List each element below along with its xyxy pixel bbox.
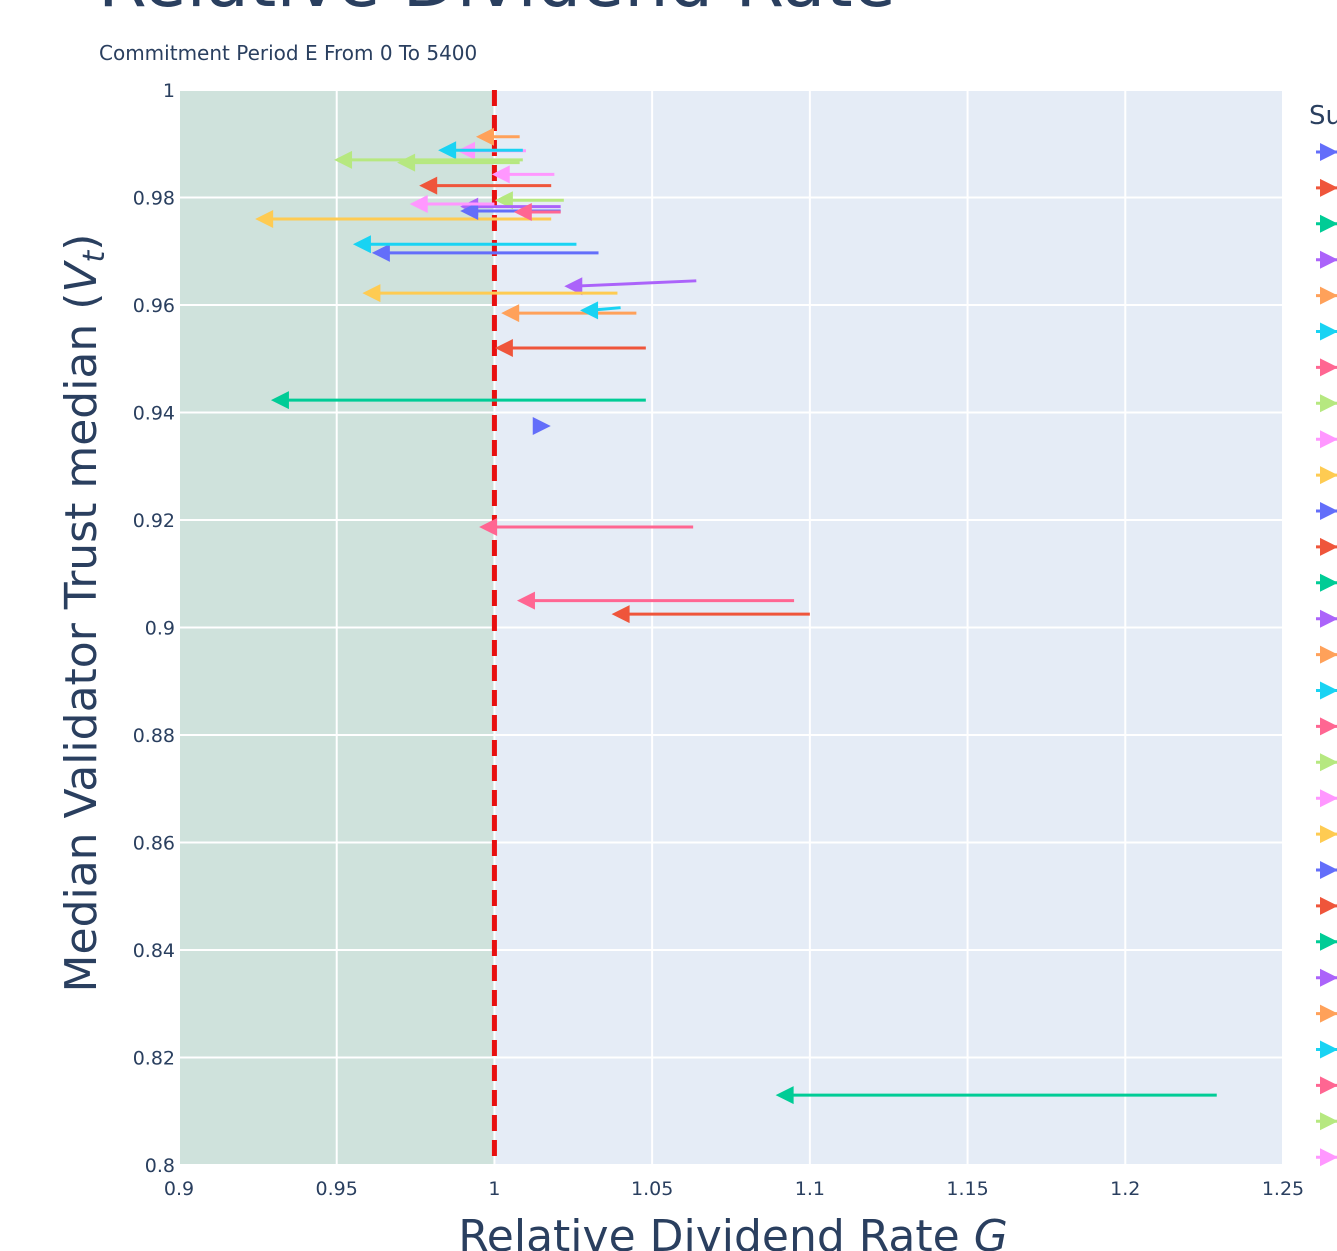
legend-marker-1 — [1320, 143, 1337, 161]
series-21-arrowhead — [460, 201, 479, 220]
y-tick-label: 0.82 — [133, 1048, 175, 1070]
series-2-arrowhead — [494, 339, 513, 357]
y-tick-label: 0.84 — [133, 940, 175, 962]
series-3-arrowhead — [270, 391, 289, 410]
legend-marker-26 — [1320, 1040, 1337, 1059]
series-22-arrowhead — [419, 176, 438, 195]
legend-marker-25 — [1320, 1004, 1337, 1023]
legend-marker-17 — [1320, 717, 1337, 736]
y-tick-label: 0.8 — [145, 1155, 175, 1177]
series-15-arrowhead — [475, 127, 494, 146]
legend-marker-20 — [1320, 825, 1337, 844]
legend-marker-15 — [1320, 645, 1337, 664]
legend-marker-6 — [1320, 322, 1337, 341]
y-tick-labels: 0.8 0.82 0.84 0.86 0.88 0.9 0.92 0.94 0.96 0.98 1 — [133, 80, 175, 1177]
y-axis-label-close: ) — [56, 234, 107, 251]
legend-marker-23 — [1320, 932, 1337, 951]
x-tick-label: 0.9 — [164, 1178, 194, 1200]
x-tick-label: 0.95 — [316, 1178, 358, 1200]
legend-marker-9 — [1320, 430, 1337, 449]
series-marks — [255, 127, 1217, 1105]
series-26-arrowhead — [438, 141, 457, 160]
legend-marker-7 — [1320, 358, 1337, 377]
y-tick-label: 0.92 — [133, 510, 175, 532]
legend-marker-16 — [1320, 681, 1337, 700]
y-axis-label-var: V — [56, 260, 107, 293]
y-tick-label: 0.86 — [133, 833, 175, 855]
legend-marker-24 — [1320, 968, 1337, 987]
x-tick-label: 1.2 — [1110, 1178, 1140, 1200]
series-29-arrowhead — [409, 194, 428, 213]
series-4-arrowhead — [564, 277, 583, 296]
legend-marker-19 — [1320, 789, 1337, 808]
legend-marker-10 — [1320, 466, 1337, 485]
y-axis-label: Median Validator Trust median (Vt) — [56, 234, 112, 993]
series-16-arrowhead — [352, 235, 371, 254]
legend-marker-11 — [1320, 502, 1337, 520]
y-tick-label: 0.9 — [145, 618, 175, 640]
series-10-arrowhead — [362, 284, 381, 303]
series-11-arrowhead — [371, 243, 390, 262]
series-1-point — [532, 416, 551, 435]
legend-marker-4 — [1320, 250, 1337, 269]
legend-marker-14 — [1320, 609, 1337, 628]
y-axis-label-sub: t — [77, 249, 112, 262]
x-axis-label-text: Relative Dividend Rate — [458, 1211, 973, 1251]
series-13-arrowhead — [775, 1086, 794, 1105]
series-20-arrowhead — [255, 210, 274, 228]
series-6-arrowhead — [580, 301, 599, 320]
legend-marker-2 — [1320, 178, 1337, 197]
x-tick-label: 1.1 — [795, 1178, 825, 1200]
series-17-arrowhead — [516, 591, 535, 610]
x-axis-label: Relative Dividend Rate G — [458, 1211, 1008, 1251]
chart-subtitle: Commitment Period E From 0 To 5400 — [99, 41, 477, 65]
legend-marker-18 — [1320, 753, 1337, 772]
x-axis-label-var: G — [974, 1211, 1008, 1251]
legend-marker-22 — [1320, 896, 1337, 915]
y-tick-label: 0.98 — [133, 188, 175, 210]
series-27-arrowhead — [513, 203, 532, 222]
legend: Su — [1309, 101, 1337, 1167]
y-axis-label-text: Median Validator Trust median ( — [56, 293, 107, 993]
legend-title: Su — [1309, 101, 1337, 131]
x-tick-label: 1.25 — [1262, 1178, 1304, 1200]
legend-marker-29 — [1320, 1148, 1337, 1167]
series-4-line — [573, 279, 697, 288]
series-5-arrowhead — [501, 304, 520, 323]
y-tick-label: 1 — [163, 80, 175, 102]
y-tick-label: 0.88 — [133, 725, 175, 747]
series-28-arrowhead — [334, 150, 353, 169]
x-tick-labels: 0.9 0.95 1 1.05 1.1 1.15 1.2 1.25 — [164, 1178, 1304, 1200]
series-18-arrowhead — [397, 153, 416, 172]
legend-marker-27 — [1320, 1076, 1337, 1095]
legend-marker-8 — [1320, 394, 1337, 413]
y-tick-label: 0.96 — [133, 295, 175, 317]
legend-marker-5 — [1320, 286, 1337, 305]
x-tick-label: 1.15 — [946, 1178, 988, 1200]
series-12-arrowhead — [611, 605, 630, 624]
series-8-arrowhead — [494, 191, 513, 210]
legend-marker-12 — [1320, 537, 1337, 556]
legend-marker-21 — [1320, 861, 1337, 879]
legend-marker-13 — [1320, 573, 1337, 592]
series-7-arrowhead — [479, 517, 498, 536]
y-tick-label: 0.94 — [133, 403, 175, 425]
series-9-arrowhead — [491, 165, 510, 184]
legend-marker-28 — [1320, 1112, 1337, 1131]
x-tick-label: 1.05 — [631, 1178, 673, 1200]
chart-title: Relative Dividend Rate — [98, 0, 896, 23]
x-tick-label: 1 — [488, 1178, 500, 1200]
legend-marker-3 — [1320, 214, 1337, 233]
